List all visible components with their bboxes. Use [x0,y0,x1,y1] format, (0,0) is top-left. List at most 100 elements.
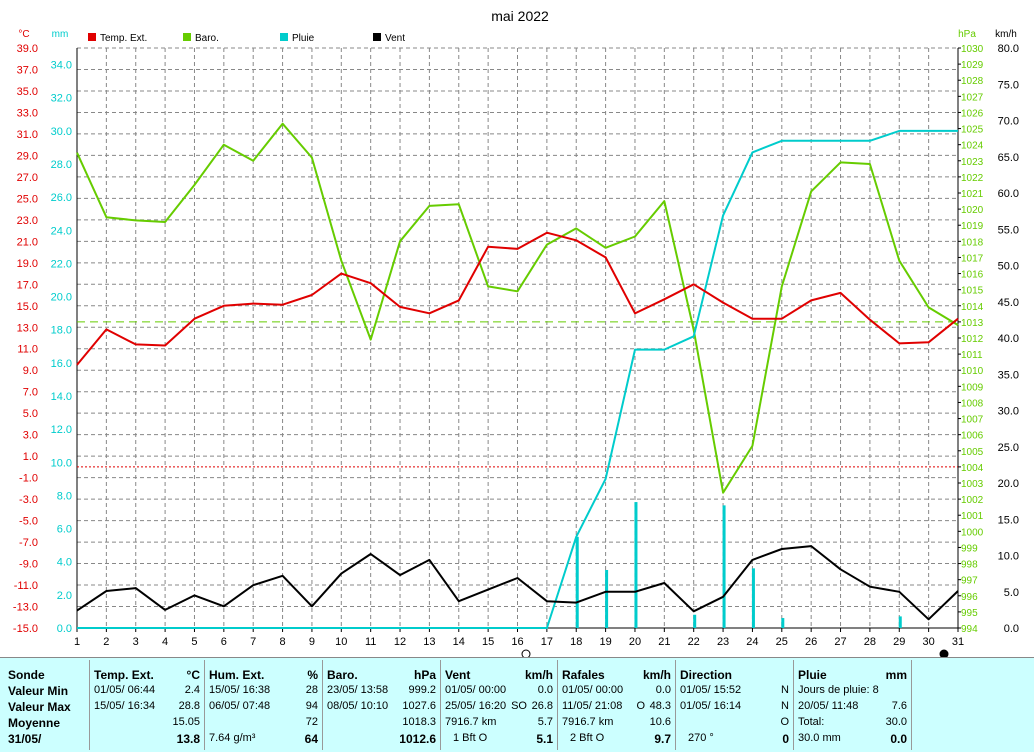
vent-unit: km/h [524,668,553,682]
temp-tick-label: 29.0 [17,150,38,162]
col-separator [793,660,794,750]
legend-swatch-wind [373,33,381,41]
pluie-month-total: 30.0 mm [798,732,841,744]
dir-min-value: N [781,684,789,696]
grid [76,47,959,629]
wind-tick-label: 0.0 [1004,623,1019,635]
label-sonde: Sonde [8,668,45,682]
temp-tick-label: 27.0 [17,172,38,184]
rain-tick-label: 30.0 [51,126,72,138]
baro-current-value: 1012.6 [399,732,436,746]
temp-tick-label: -3.0 [19,494,38,506]
col-separator [675,660,676,750]
rain-tick-label: 18.0 [51,325,72,337]
baro-tick-label: 1012 [961,334,984,345]
baro-tick-label: 1030 [961,44,984,55]
baro-tick-label: 1001 [961,511,984,522]
temp-unit: °C [186,668,200,682]
pluie-max-date: 20/05/ 11:48 [798,700,859,712]
stats-col-direction: Direction 01/05/ 15:52 N 01/05/ 16:14 N O … [676,663,793,749]
baro-tick-label: 1006 [961,431,984,442]
day-tick-label: 13 [423,636,435,648]
baro-tick-label: 1018 [961,237,984,248]
temp-tick-label: 11.0 [17,344,38,356]
rain-bar-day-29 [898,616,902,628]
day-tick-label: 26 [805,636,817,648]
baro-series-line [76,122,959,494]
pluie-unit: mm [885,668,907,682]
temp-tick-label: 25.0 [17,193,38,205]
baro-tick-label: 1009 [961,382,984,393]
day-tick-label: 30 [923,636,935,648]
baro-tick-label: 1022 [961,173,984,184]
day-tick-label: 28 [864,636,876,648]
day-tick-label: 15 [482,636,494,648]
rain-daily-bars [575,502,902,628]
day-tick-label: 8 [280,636,286,648]
baro-tick-label: 1008 [961,398,984,409]
day-tick-label: 2 [103,636,109,648]
stats-col-temp: Temp. Ext. °C 01/05/ 06:44 2.4 15/05/ 16:3… [90,663,204,749]
raf-header: Rafales [562,668,605,682]
baro-axis-unit: hPa [958,29,976,40]
baro-tick-label: 1025 [961,125,984,136]
moon-new-icon [521,649,531,657]
baro-tick-label: 1000 [961,527,984,538]
stats-col-labels: Sonde Valeur Min Valeur Max Moyenne 31/0… [8,663,88,749]
stats-col-vent: Vent km/h 01/05/ 00:00 0.0 25/05/ 16:20 SO 2… [441,663,557,749]
series-lines [76,122,959,629]
rain-axis-unit: mm [52,29,69,40]
hum-unit: % [307,668,318,682]
temp-tick-label: 23.0 [17,215,38,227]
rain-tick-label: 4.0 [57,557,72,569]
rain-tick-label: 26.0 [51,192,72,204]
rain-tick-label: 34.0 [51,60,72,72]
day-tick-label: 3 [133,636,139,648]
raf-distance: 7916.7 km [562,716,614,728]
temp-min-value: 2.4 [184,684,200,696]
wind-tick-label: 15.0 [998,514,1019,526]
rain-bar-day-23 [722,505,726,628]
temp-tick-label: 15.0 [17,301,38,313]
col-separator [911,660,912,750]
chart-title: mai 2022 [491,8,549,24]
legend-label-baro: Baro. [195,33,219,44]
baro-max-date: 08/05/ 10:10 [327,700,389,712]
rain-tick-label: 32.0 [51,93,72,105]
baro-tick-label: 997 [961,576,978,587]
raf-unit: km/h [642,668,671,682]
temp-tick-label: 33.0 [17,107,38,119]
day-tick-label: 4 [162,636,168,648]
temp-series-line [76,231,959,366]
wind-tick-label: 50.0 [998,261,1019,273]
wind-tick-label: 45.0 [998,297,1019,309]
wind-tick-label: 55.0 [998,224,1019,236]
temp-tick-label: 35.0 [17,86,38,98]
temp-tick-label: -7.0 [19,537,38,549]
rain-bar-day-19 [605,570,609,628]
temp-max-date: 15/05/ 16:34 [94,700,156,712]
dir-current-value: 0 [782,732,789,746]
baro-tick-label: 1015 [961,286,984,297]
temp-axis-unit: °C [18,29,29,40]
raf-max-date: 11/05/ 21:08 [562,700,623,712]
label-min: Valeur Min [8,684,69,698]
wind-tick-label: 65.0 [998,152,1019,164]
baro-tick-label: 1005 [961,447,984,458]
baro-tick-label: 1014 [961,302,984,313]
day-tick-label: 21 [658,636,670,648]
temp-tick-label: -5.0 [19,516,38,528]
baro-min-value: 999.2 [408,684,436,696]
baro-mean-value: 1018.3 [402,716,436,728]
rain-tick-label: 24.0 [51,225,72,237]
day-tick-label: 20 [629,636,641,648]
day-tick-label: 23 [717,636,729,648]
temp-tick-label: 5.0 [23,408,38,420]
day-tick-label: 1 [74,636,80,648]
legend-label-rain: Pluie [292,33,315,44]
rain-tick-label: 16.0 [51,358,72,370]
baro-tick-label: 1010 [961,366,984,377]
baro-tick-label: 1003 [961,479,984,490]
vent-distance: 7916.7 km [445,716,497,728]
dir-degrees: 270 ° [688,732,714,744]
